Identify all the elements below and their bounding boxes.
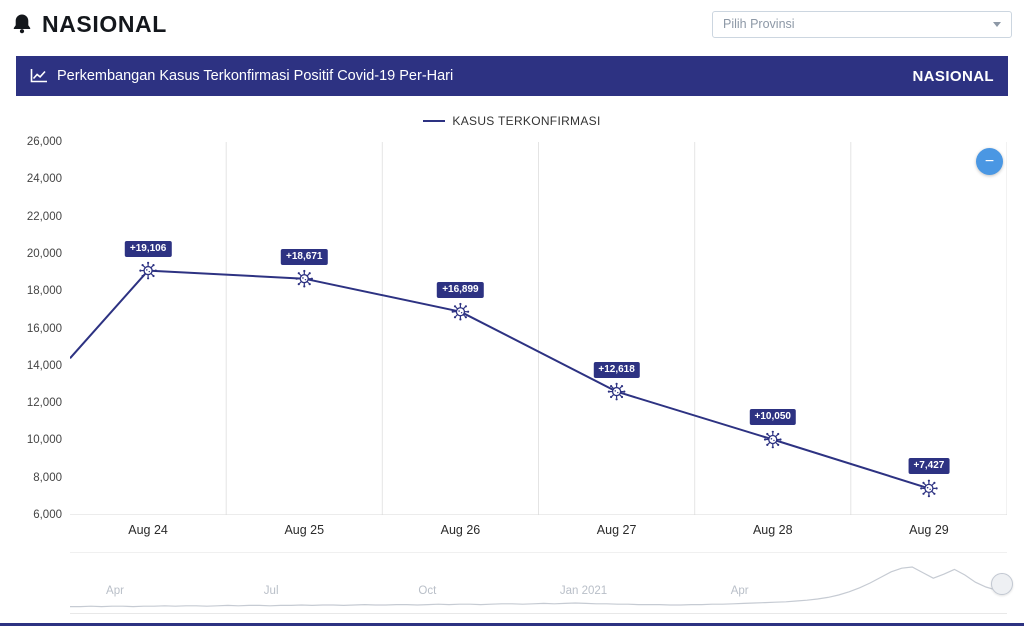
- legend-item-kasus-terkonfirmasi[interactable]: KASUS TERKONFIRMASI: [423, 114, 600, 128]
- x-axis-tick-label: Aug 25: [284, 523, 325, 537]
- range-navigator[interactable]: Apr Jul Oct Jan 2021 Apr: [70, 552, 1013, 614]
- series-line-chart: [70, 142, 1007, 515]
- y-axis-tick-label: 24,000: [26, 173, 62, 186]
- navigator-axis-label: Apr: [106, 585, 124, 597]
- plot-area[interactable]: − +19,106 +18,671 +16,899 +12,618 +10,050 +7,…: [70, 142, 1007, 515]
- navigator-axis-label: Oct: [418, 585, 437, 597]
- brand: NASIONAL: [10, 11, 167, 38]
- y-axis-tick-label: 8,000: [33, 471, 62, 484]
- y-axis-tick-label: 12,000: [26, 397, 62, 410]
- x-axis-tick-label: Aug 26: [440, 523, 481, 537]
- data-label-badge: +19,106: [124, 240, 172, 257]
- legend: KASUS TERKONFIRMASI: [0, 109, 1024, 128]
- zoom-out-button[interactable]: −: [976, 148, 1003, 175]
- y-axis-tick-label: 20,000: [26, 247, 62, 260]
- navigator-axis-label: Jul: [263, 585, 279, 597]
- y-axis-tick-label: 6,000: [33, 509, 62, 521]
- main-chart: 26,000 24,000 22,000 20,000 18,000 16,000 14,0…: [0, 134, 1024, 538]
- chart-banner: Perkembangan Kasus Terkonfirmasi Positif…: [16, 56, 1008, 96]
- banner-title: Perkembangan Kasus Terkonfirmasi Positif…: [57, 68, 454, 84]
- bell-icon: [10, 12, 34, 36]
- navigator-sparkline: [70, 566, 1008, 608]
- y-axis-tick-label: 10,000: [26, 434, 62, 447]
- top-header: NASIONAL Pilih Provinsi: [0, 0, 1024, 44]
- legend-line-marker: [423, 120, 446, 122]
- y-axis-tick-label: 18,000: [26, 285, 62, 298]
- y-axis-tick-label: 14,000: [26, 359, 62, 372]
- data-label-badge: +12,618: [593, 361, 640, 378]
- navigator-axis-label: Apr: [730, 585, 749, 597]
- y-axis-tick-label: 16,000: [26, 322, 62, 335]
- y-axis-tick-label: 26,000: [26, 136, 62, 148]
- page-title: NASIONAL: [42, 10, 167, 37]
- navigator-handle[interactable]: [991, 573, 1013, 595]
- legend-label: KASUS TERKONFIRMASI: [452, 114, 601, 128]
- province-select-placeholder: Pilih Provinsi: [723, 17, 795, 31]
- chevron-down-icon: [993, 21, 1001, 27]
- y-axis: 26,000 24,000 22,000 20,000 18,000 16,000 14,0…: [0, 134, 62, 538]
- line-chart-icon: [30, 68, 48, 84]
- data-label-badge: +18,671: [281, 248, 328, 265]
- bottom-divider: [0, 623, 1024, 626]
- data-label-badge: +10,050: [749, 409, 796, 426]
- banner-region-label: NASIONAL: [912, 67, 994, 85]
- navigator-axis-label: Jan 2021: [559, 585, 608, 597]
- x-axis-tick-label: Aug 28: [752, 523, 793, 537]
- x-axis-tick-label: Aug 27: [596, 523, 637, 537]
- x-axis-tick-label: Aug 29: [909, 523, 949, 537]
- x-axis-tick-label: Aug 24: [128, 523, 168, 537]
- data-label-badge: +7,427: [908, 458, 950, 475]
- y-axis-tick-label: 22,000: [26, 210, 62, 223]
- x-axis: Aug 24 Aug 25 Aug 26 Aug 27 Aug 28 Aug 29: [70, 523, 1007, 537]
- province-select[interactable]: Pilih Provinsi: [712, 10, 1012, 38]
- data-label-badge: +16,899: [437, 281, 484, 298]
